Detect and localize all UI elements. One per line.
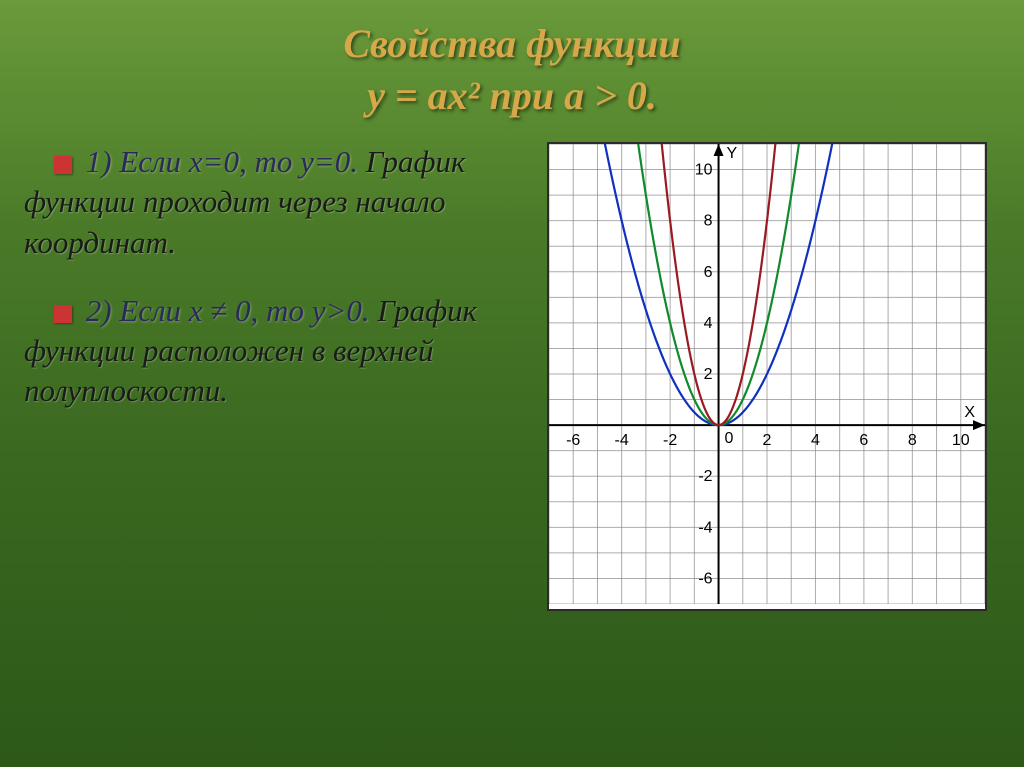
svg-text:6: 6 — [704, 264, 713, 281]
chart-svg: -6 -4 -2 0 2 4 6 8 10 -6 -4 -2 2 4 6 8 10 X Y — [549, 144, 985, 604]
parabola-chart: -6 -4 -2 0 2 4 6 8 10 -6 -4 -2 2 4 6 8 10 X Y — [547, 142, 987, 611]
title-line-1: Свойства функции — [20, 18, 1004, 70]
bullet-icon — [54, 305, 72, 323]
slide-title: Свойства функции y = ax² при a > 0. — [0, 0, 1024, 132]
svg-text:-4: -4 — [615, 432, 629, 449]
svg-text:-4: -4 — [698, 519, 712, 536]
property-1: 1) Если x=0, то y=0. График функции прох… — [24, 142, 524, 263]
property-1-head: 1) Если x=0, то y=0. — [86, 144, 358, 179]
svg-text:0: 0 — [725, 430, 734, 447]
chart-column: -6 -4 -2 0 2 4 6 8 10 -6 -4 -2 2 4 6 8 10 X Y — [534, 142, 1000, 611]
property-2-head: 2) Если x ≠ 0, то y>0. — [86, 293, 370, 328]
content-row: 1) Если x=0, то y=0. График функции прох… — [0, 132, 1024, 611]
properties-column: 1) Если x=0, то y=0. График функции прох… — [24, 142, 534, 440]
svg-text:-2: -2 — [663, 432, 677, 449]
svg-text:X: X — [964, 404, 975, 421]
svg-text:-6: -6 — [566, 432, 580, 449]
bullet-icon — [54, 156, 72, 174]
property-2: 2) Если x ≠ 0, то y>0. График функции ра… — [24, 291, 524, 412]
svg-text:2: 2 — [704, 366, 713, 383]
title-line-2: y = ax² при a > 0. — [20, 70, 1004, 122]
svg-text:-6: -6 — [698, 570, 712, 587]
svg-text:10: 10 — [952, 432, 970, 449]
svg-text:8: 8 — [908, 432, 917, 449]
svg-text:4: 4 — [704, 315, 713, 332]
svg-text:8: 8 — [704, 213, 713, 230]
svg-text:Y: Y — [727, 145, 738, 162]
svg-text:6: 6 — [859, 432, 868, 449]
svg-text:2: 2 — [763, 432, 772, 449]
svg-text:10: 10 — [695, 162, 713, 179]
svg-text:4: 4 — [811, 432, 820, 449]
svg-text:-2: -2 — [698, 468, 712, 485]
